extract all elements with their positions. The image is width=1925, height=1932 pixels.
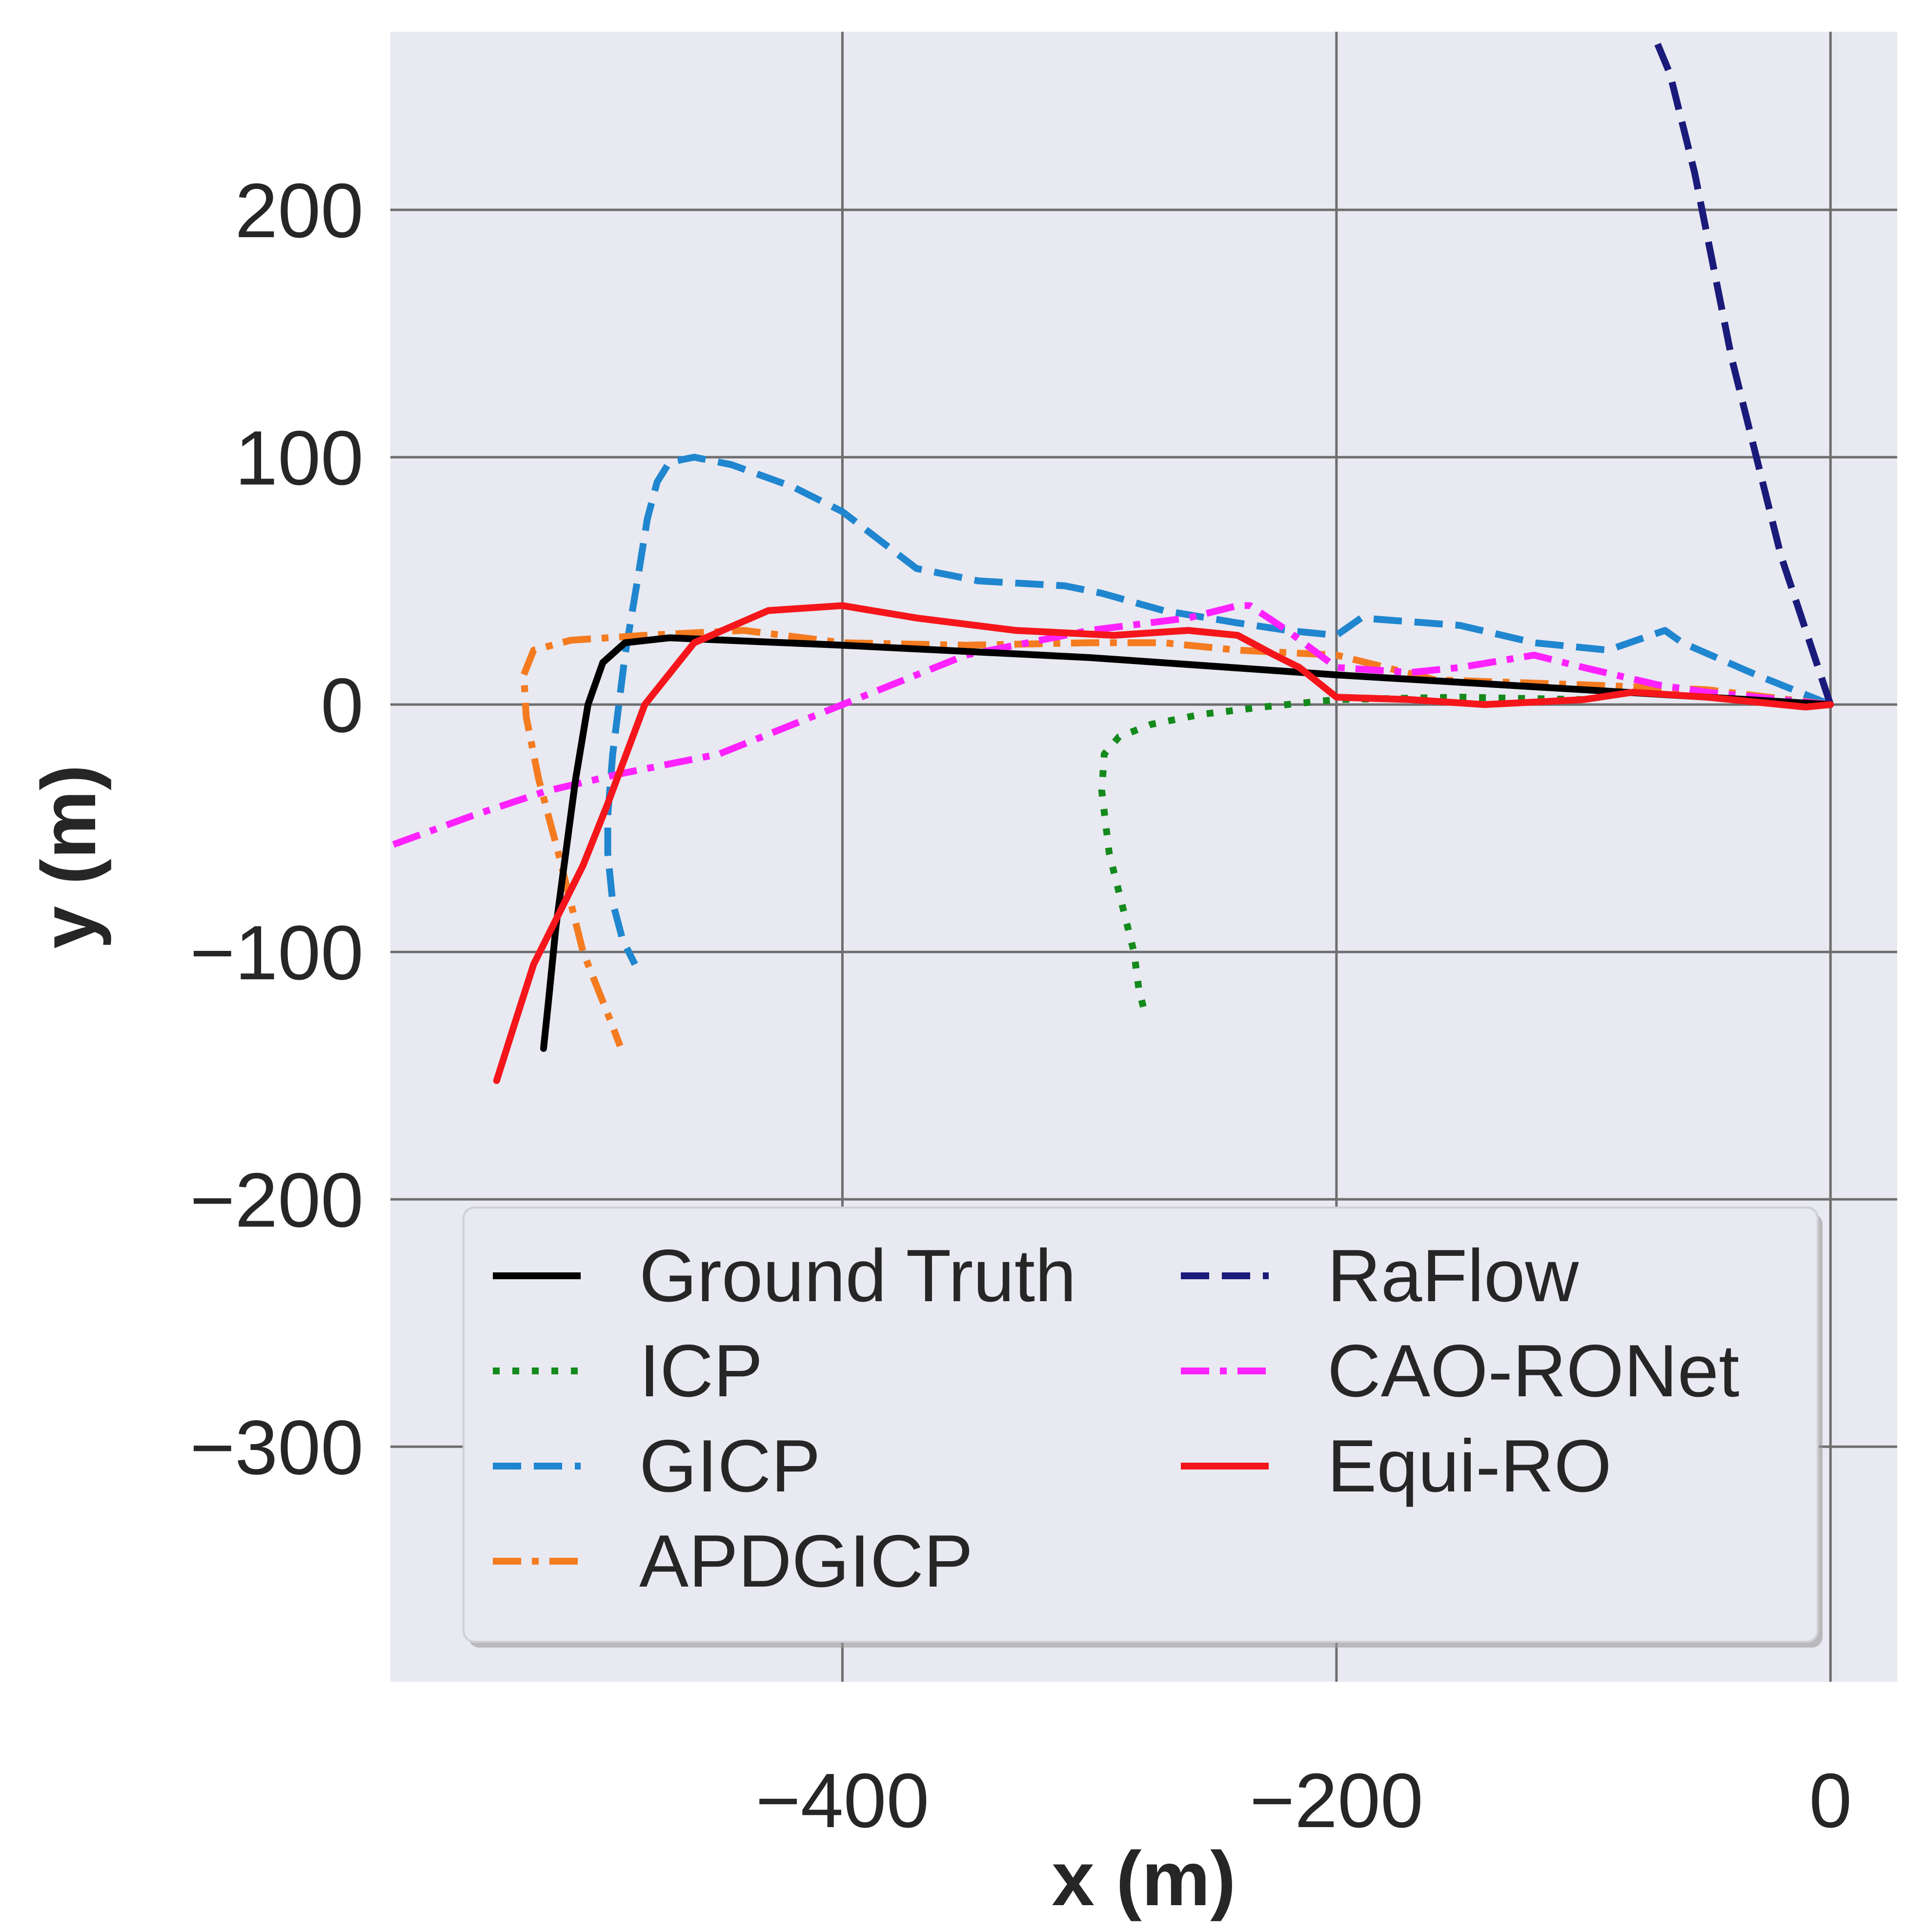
y-tick-labels: 200 100 0 −100 −200 −300: [190, 168, 364, 1490]
legend-label: Equi-RO: [1327, 1425, 1612, 1508]
y-tick-label: −300: [190, 1405, 364, 1490]
y-axis-label: y (m): [26, 765, 112, 949]
series-line-apdgicp: [520, 627, 1831, 1047]
series-line-cao-ronet: [390, 602, 1831, 849]
y-tick-label: 0: [321, 663, 364, 748]
series-layer: [390, 42, 1834, 1084]
legend-label: ICP: [639, 1329, 763, 1412]
legend-label: RaFlow: [1327, 1234, 1579, 1317]
y-tick-label: 100: [235, 415, 364, 501]
x-tick-label: −400: [755, 1758, 929, 1844]
series-line-raflow: [1654, 42, 1834, 706]
x-axis-label: x (m): [1052, 1836, 1236, 1922]
legend-label: APDGICP: [639, 1520, 973, 1603]
x-tick-label: −200: [1250, 1758, 1423, 1844]
legend-label: Ground Truth: [639, 1234, 1076, 1317]
y-tick-label: −200: [190, 1157, 364, 1243]
legend-label: CAO-RONet: [1327, 1329, 1740, 1412]
legend: Ground Truth ICP GICP APDGICP RaFlow CAO-RONe…: [463, 1207, 1823, 1648]
x-tick-label: 0: [1809, 1758, 1852, 1844]
legend-box: [463, 1207, 1819, 1643]
series-line-equi-ro: [493, 602, 1834, 1084]
y-tick-label: −100: [190, 910, 364, 996]
y-tick-label: 200: [235, 168, 364, 254]
x-tick-labels: −400 −200 0: [755, 1758, 1852, 1844]
series-line-gicp: [604, 454, 1832, 966]
legend-label: GICP: [639, 1425, 821, 1508]
series-line-icp: [1098, 694, 1584, 1010]
